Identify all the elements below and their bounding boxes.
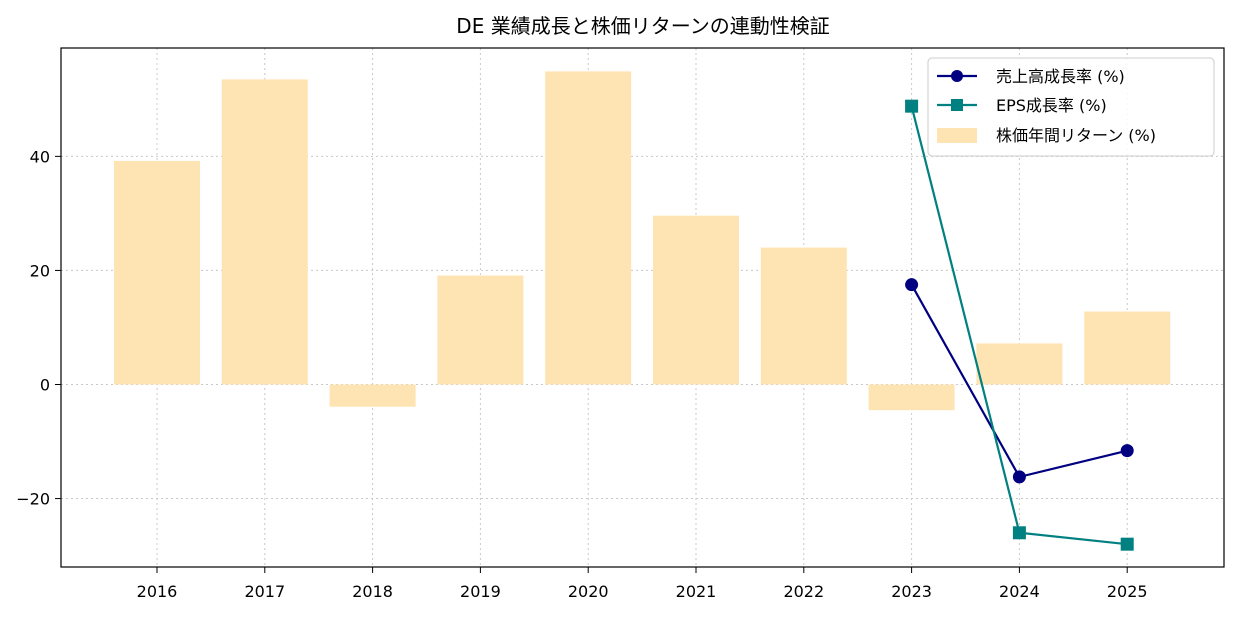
- y-tick-label: 40: [30, 147, 50, 166]
- legend-label-eps: EPS成長率 (%): [996, 96, 1107, 115]
- y-tick-label: −20: [16, 490, 50, 509]
- y-axis: −20 0 20 40: [16, 147, 61, 509]
- bar-stock-return-2020: [545, 71, 632, 385]
- legend-box: [927, 57, 1215, 157]
- x-tick-label: 2018: [352, 582, 393, 601]
- line-series: [905, 99, 1134, 551]
- point-eps-growth-2024: [1012, 526, 1026, 540]
- x-axis: 2016 2017 2018 2019 2020 2021 2022 2023 2024 2025: [137, 567, 1148, 601]
- bar-stock-return-2016: [114, 160, 200, 385]
- legend-marker-eps: [951, 99, 963, 111]
- point-sales-growth-2023: [905, 278, 919, 292]
- legend-label-sales: 売上高成長率 (%): [996, 67, 1125, 86]
- legend-marker-sales: [951, 70, 963, 82]
- y-tick-label: 20: [30, 261, 50, 280]
- x-tick-label: 2024: [999, 582, 1040, 601]
- point-eps-growth-2023: [905, 99, 919, 113]
- bar-stock-return-2023: [868, 384, 955, 411]
- x-tick-label: 2022: [783, 582, 824, 601]
- bar-stock-return-2024: [976, 343, 1063, 385]
- legend: 売上高成長率 (%) EPS成長率 (%) 株価年間リターン (%): [927, 57, 1215, 157]
- x-tick-label: 2021: [676, 582, 717, 601]
- bar-stock-return-2025: [1084, 311, 1171, 385]
- bar-stock-return-2021: [653, 215, 739, 385]
- bar-stock-return-2019: [437, 275, 524, 385]
- bar-series: [114, 71, 1171, 411]
- legend-label-stock-return: 株価年間リターン (%): [996, 126, 1156, 145]
- x-tick-label: 2025: [1107, 582, 1148, 601]
- point-eps-growth-2025: [1120, 537, 1134, 551]
- bar-stock-return-2018: [329, 384, 416, 407]
- x-tick-label: 2016: [137, 582, 178, 601]
- y-tick-label: 0: [40, 375, 50, 394]
- x-tick-label: 2020: [568, 582, 609, 601]
- plot-frame: [60, 47, 1225, 568]
- x-tick-label: 2019: [460, 582, 501, 601]
- point-sales-growth-2025: [1120, 444, 1134, 458]
- bar-stock-return-2017: [221, 79, 308, 385]
- legend-swatch-stock-return: [937, 128, 977, 143]
- bar-stock-return-2022: [760, 247, 847, 385]
- x-tick-label: 2017: [244, 582, 285, 601]
- x-tick-label: 2023: [891, 582, 932, 601]
- chart-title: DE 業績成長と株価リターンの連動性検証: [456, 14, 829, 38]
- point-sales-growth-2024: [1012, 470, 1026, 484]
